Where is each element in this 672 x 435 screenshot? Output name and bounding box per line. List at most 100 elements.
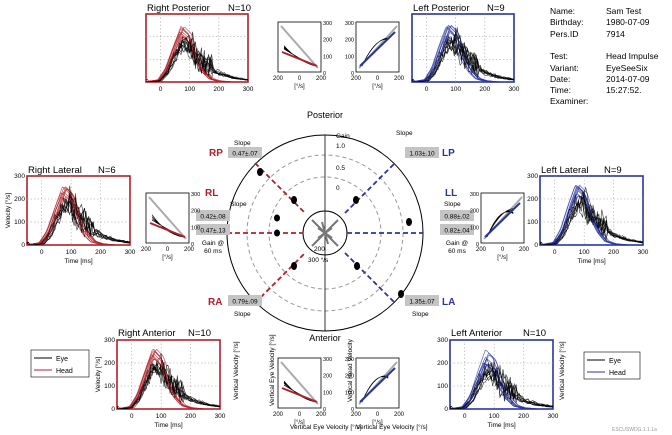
panel-n: N=9 (487, 3, 505, 14)
head-trace (117, 350, 220, 409)
reg-y-tick: 100 (345, 390, 354, 396)
x-axis-label: Time [ms] (64, 258, 92, 265)
y-tick-label: 200 (104, 360, 115, 367)
x-label-ra-reg: Vertical Eye Velocity [°/s] (290, 423, 362, 431)
x-label-la-reg: Vertical Eye Velocity [°/s] (356, 423, 428, 431)
rl-gain-label-2: 60 ms (204, 248, 222, 255)
patient-field-value: Sam Test (606, 6, 642, 16)
patient-field-value: 2014-07-09 (606, 73, 650, 84)
eye-trace (450, 368, 553, 409)
y-tick-label: 100 (14, 219, 25, 226)
patient-field-value: 1980-07-09 (606, 17, 650, 28)
rp-slope-value: 0.47±.07 (232, 151, 258, 158)
x-tick-label: 300 (638, 249, 649, 256)
eye-trace (117, 353, 220, 409)
eye-trace (450, 363, 553, 409)
panel-title: Left Anterior (451, 328, 502, 339)
eye-trace (146, 36, 248, 82)
y-tick-label: 300 (14, 173, 25, 180)
panel-title: Right Posterior (147, 3, 210, 14)
x-tick-label: 0 (553, 249, 557, 256)
legend-head: Head (609, 370, 626, 377)
legend-eye: Eye (56, 356, 68, 363)
x-axis-label: Time [ms] (487, 422, 515, 429)
panel-right-anterior: Right Anterior N=10 0 100 200 300 300 200 100 0… (94, 328, 226, 429)
panel-n: N=10 (228, 3, 251, 14)
ll-gain-label-1: Gain @ (446, 240, 469, 247)
x-tick-label: 100 (66, 249, 77, 256)
reg-y-tick: 0 (476, 242, 479, 248)
reg-y-tick: 200 (191, 209, 200, 215)
rl-slope-label: Slope (230, 201, 247, 208)
canal-ra: RA 0.79±.09 Slope (208, 295, 262, 318)
reg-y-tick: 300 (323, 357, 332, 363)
panel-left-anterior: Left Anterior N=10 0 100 200 300 300 200 100 0 T… (437, 328, 559, 429)
y-axis-label: Velocity [°/s] (4, 193, 12, 229)
panel-n: N=10 (188, 328, 211, 339)
y-tick-label: 100 (527, 219, 538, 226)
rl-label: RL (205, 188, 218, 199)
vel-tick-300: 300 °/s (308, 256, 329, 264)
y-axis-label: Velocity [°/s] (94, 357, 102, 393)
panel-frame (449, 339, 554, 410)
x-tick-label: 300 (243, 86, 254, 93)
reg-x-unit: [°/s] (497, 255, 508, 261)
trace-group (540, 184, 643, 245)
gain-tick-0: 0 (336, 185, 340, 192)
rp-label: RP (209, 148, 223, 159)
x-tick-label: 100 (156, 413, 167, 420)
x-tick-label: 0 (159, 86, 163, 93)
reg-x-tick: 0 (298, 76, 302, 82)
panel-n: N=9 (604, 165, 622, 176)
reg-y-tick: 300 (470, 192, 479, 198)
patient-field-label: Test: (550, 51, 568, 62)
panel-title: Right Anterior (118, 328, 176, 339)
gain-tick-05: 0.5 (336, 165, 345, 172)
x-tick-label: 200 (608, 249, 619, 256)
trace-group (450, 349, 553, 409)
x-tick-label: 100 (489, 413, 500, 420)
trace-group (412, 24, 514, 82)
canal-rp: Slope RP 0.47±.07 (209, 140, 262, 159)
ll-gain-value: 0.82±.04 (444, 228, 470, 235)
reg-x-tick: 200 (351, 76, 362, 82)
reg-x-tick: 200 (316, 76, 327, 82)
lp-slope-label: Slope (396, 130, 413, 137)
x-tick-label: 0 (425, 86, 429, 93)
x-tick-label: 0 (463, 413, 467, 420)
x-tick-label: 300 (548, 413, 559, 420)
panel-n: N=10 (523, 328, 546, 339)
ll-slope-label: Slope (444, 201, 461, 208)
trace-group (146, 25, 248, 82)
reg-y-tick: 0 (351, 71, 354, 77)
reg-y-tick: 300 (345, 21, 354, 27)
x-tick-label: 100 (579, 249, 590, 256)
reg-x-unit: [°/s] (372, 420, 383, 426)
legend-head: Head (56, 368, 73, 375)
patient-field-label: Examiner: (550, 96, 589, 107)
reg-y-tick: 200 (345, 374, 354, 380)
eye-trace (27, 201, 130, 245)
reg-x-tick: 0 (298, 412, 302, 418)
eye-trace (412, 43, 514, 82)
reg-y-tick: 0 (323, 407, 326, 413)
unity-line (148, 196, 187, 240)
canal-la: LA 1.35±.07 Slope (405, 295, 455, 318)
x-tick-label: 200 (479, 86, 490, 93)
head-trace (27, 192, 130, 245)
canal-ll: LL Slope 0.88±.02 0.82±.04 Gain @ 60 ms (440, 188, 474, 255)
reg-x-tick: 200 (394, 76, 405, 82)
slope-line (281, 387, 318, 403)
eye-trace (412, 37, 514, 82)
rl-gain-label-1: Gain @ (202, 240, 225, 247)
trace-group (27, 185, 130, 245)
reg-x-tick: 200 (394, 412, 405, 418)
reg-x-tick: 0 (166, 247, 170, 253)
x-axis-label: Time [ms] (154, 422, 182, 429)
rl-gain-value: 0.47±.13 (200, 228, 226, 235)
reg-x-unit: [°/s] (162, 255, 173, 261)
